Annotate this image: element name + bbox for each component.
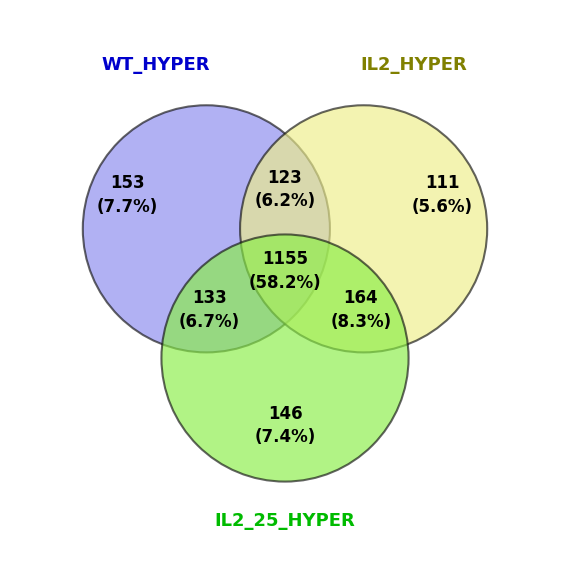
Circle shape — [83, 105, 330, 352]
Text: 146
(7.4%): 146 (7.4%) — [254, 405, 316, 446]
Circle shape — [240, 105, 487, 352]
Text: 164
(8.3%): 164 (8.3%) — [330, 290, 392, 331]
Text: 1155
(58.2%): 1155 (58.2%) — [249, 250, 321, 292]
Text: 133
(6.7%): 133 (6.7%) — [178, 290, 240, 331]
Text: IL2_25_HYPER: IL2_25_HYPER — [215, 512, 355, 531]
Text: IL2_HYPER: IL2_HYPER — [361, 56, 467, 74]
Text: 111
(5.6%): 111 (5.6%) — [412, 174, 473, 216]
Text: WT_HYPER: WT_HYPER — [101, 56, 210, 74]
Text: 123
(6.2%): 123 (6.2%) — [254, 169, 316, 210]
Text: 153
(7.7%): 153 (7.7%) — [97, 174, 158, 216]
Circle shape — [161, 234, 409, 482]
